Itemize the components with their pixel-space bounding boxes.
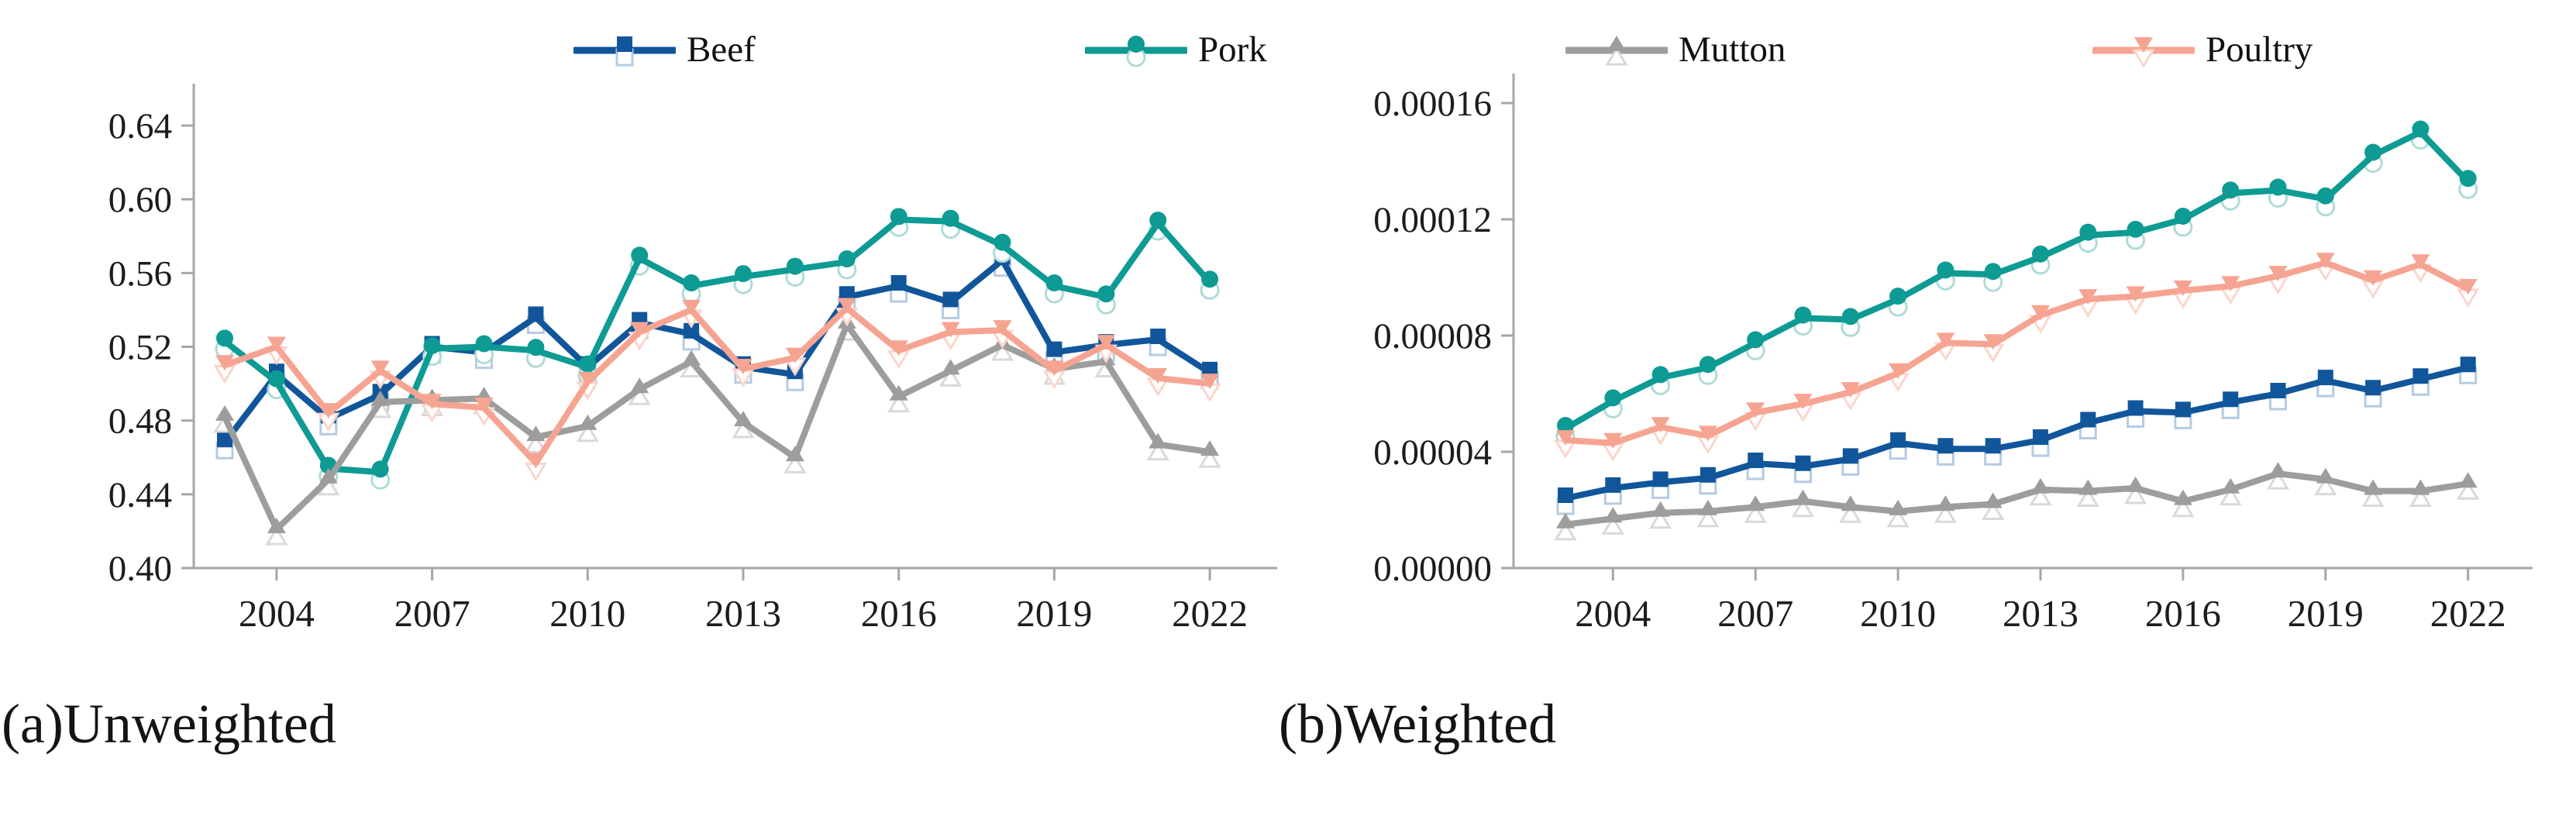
svg-text:0.00012: 0.00012 xyxy=(1373,200,1492,240)
svg-text:2022: 2022 xyxy=(2430,592,2506,635)
svg-text:2010: 2010 xyxy=(1860,592,1936,635)
svg-text:2019: 2019 xyxy=(1016,592,1092,635)
legend-label-beef: Beef xyxy=(687,29,756,70)
svg-text:0.40: 0.40 xyxy=(108,549,172,589)
svg-text:0.00016: 0.00016 xyxy=(1373,84,1492,124)
caption-panel-a: (a)Unweighted xyxy=(2,693,336,755)
legend-label-poultry: Poultry xyxy=(2206,29,2313,70)
chart-panel-b: 0.00000 0.00004 0.00008 0.00012 0.00016 2004 2… xyxy=(1373,74,2533,635)
svg-text:0.60: 0.60 xyxy=(108,180,172,220)
legend-label-mutton: Mutton xyxy=(1679,29,1786,70)
pork-line-marker-icon xyxy=(1085,36,1187,67)
mutton-line-marker-icon xyxy=(1565,36,1668,66)
svg-text:2007: 2007 xyxy=(1717,592,1793,635)
svg-text:0.00000: 0.00000 xyxy=(1373,549,1492,589)
svg-text:2010: 2010 xyxy=(549,592,625,635)
poultry-line-marker-icon xyxy=(2092,37,2195,68)
svg-text:2016: 2016 xyxy=(2145,592,2221,635)
svg-text:0.52: 0.52 xyxy=(108,328,172,368)
svg-text:2022: 2022 xyxy=(1172,592,1248,635)
svg-text:0.00008: 0.00008 xyxy=(1373,316,1492,356)
legend-item-pork: Pork xyxy=(1085,31,1267,68)
legend-item-poultry: Poultry xyxy=(2092,31,2313,68)
svg-text:2019: 2019 xyxy=(2288,592,2364,635)
svg-text:2016: 2016 xyxy=(861,592,937,635)
svg-text:0.00004: 0.00004 xyxy=(1373,432,1492,473)
svg-text:0.44: 0.44 xyxy=(108,475,172,515)
svg-text:0.48: 0.48 xyxy=(108,401,172,442)
legend-item-beef: Beef xyxy=(573,31,756,68)
svg-text:2007: 2007 xyxy=(394,592,470,635)
chart-panel-a: 0.40 0.44 0.48 0.52 0.56 0.60 0.64 2004 2007 2010… xyxy=(108,84,1277,635)
svg-text:0.64: 0.64 xyxy=(108,106,172,146)
legend-item-mutton: Mutton xyxy=(1565,31,1786,68)
svg-text:2004: 2004 xyxy=(239,592,315,635)
caption-panel-b: (b)Weighted xyxy=(1279,693,1557,755)
legend-label-pork: Pork xyxy=(1198,29,1267,70)
svg-text:0.56: 0.56 xyxy=(108,253,172,294)
svg-text:2013: 2013 xyxy=(2003,592,2078,635)
svg-text:2004: 2004 xyxy=(1575,592,1651,635)
svg-text:2013: 2013 xyxy=(705,592,781,635)
beef-line-marker-icon xyxy=(573,36,676,67)
